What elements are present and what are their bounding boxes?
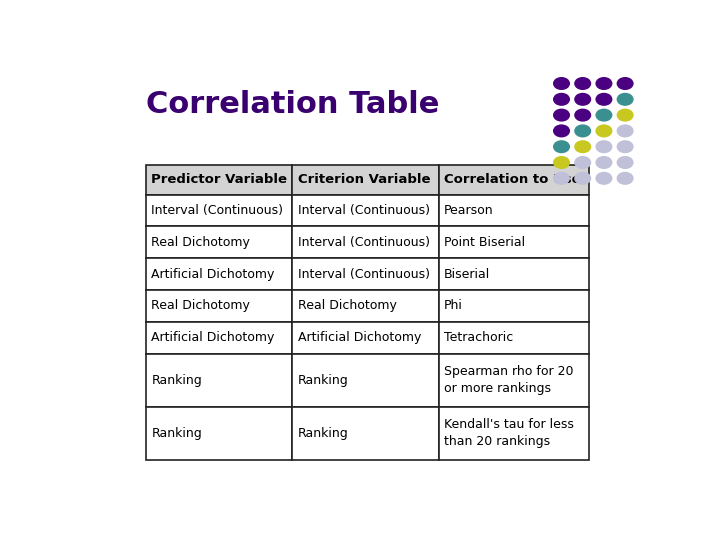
- Circle shape: [554, 93, 570, 105]
- Bar: [438, 407, 590, 460]
- Circle shape: [554, 157, 570, 168]
- Circle shape: [596, 93, 612, 105]
- Circle shape: [596, 109, 612, 121]
- Bar: [145, 194, 292, 226]
- Text: Real Dichotomy: Real Dichotomy: [151, 236, 251, 249]
- Bar: [438, 165, 590, 194]
- Bar: [145, 258, 292, 290]
- Text: Real Dichotomy: Real Dichotomy: [151, 300, 251, 313]
- Circle shape: [596, 125, 612, 137]
- Bar: [438, 290, 590, 322]
- Text: Ranking: Ranking: [151, 374, 202, 387]
- Text: Kendall's tau for less
than 20 rankings: Kendall's tau for less than 20 rankings: [444, 418, 574, 448]
- Circle shape: [617, 172, 633, 184]
- Text: Correlation to Use: Correlation to Use: [444, 173, 581, 186]
- Circle shape: [617, 157, 633, 168]
- Circle shape: [575, 125, 590, 137]
- Bar: [438, 226, 590, 258]
- Bar: [292, 290, 438, 322]
- Circle shape: [575, 93, 590, 105]
- Circle shape: [596, 78, 612, 89]
- Circle shape: [554, 109, 570, 121]
- Bar: [438, 258, 590, 290]
- Circle shape: [617, 78, 633, 89]
- Bar: [145, 407, 292, 460]
- Text: Ranking: Ranking: [151, 427, 202, 440]
- Circle shape: [554, 172, 570, 184]
- Text: Biserial: Biserial: [444, 268, 490, 281]
- Circle shape: [617, 125, 633, 137]
- Circle shape: [575, 157, 590, 168]
- Text: Artificial Dichotomy: Artificial Dichotomy: [298, 331, 421, 345]
- Circle shape: [617, 141, 633, 152]
- Text: Interval (Continuous): Interval (Continuous): [298, 204, 430, 217]
- Bar: [145, 290, 292, 322]
- Circle shape: [596, 141, 612, 152]
- Circle shape: [575, 109, 590, 121]
- Text: Ranking: Ranking: [298, 374, 348, 387]
- Text: Predictor Variable: Predictor Variable: [151, 173, 287, 186]
- Text: Pearson: Pearson: [444, 204, 494, 217]
- Circle shape: [596, 157, 612, 168]
- Text: Ranking: Ranking: [298, 427, 348, 440]
- Bar: [292, 226, 438, 258]
- Bar: [292, 258, 438, 290]
- Bar: [145, 226, 292, 258]
- Text: Interval (Continuous): Interval (Continuous): [298, 268, 430, 281]
- Circle shape: [575, 141, 590, 152]
- Bar: [292, 354, 438, 407]
- Circle shape: [554, 78, 570, 89]
- Text: Interval (Continuous): Interval (Continuous): [151, 204, 284, 217]
- Circle shape: [575, 78, 590, 89]
- Text: Artificial Dichotomy: Artificial Dichotomy: [151, 331, 275, 345]
- Text: Point Biserial: Point Biserial: [444, 236, 526, 249]
- Text: Interval (Continuous): Interval (Continuous): [298, 236, 430, 249]
- Bar: [145, 322, 292, 354]
- Text: Phi: Phi: [444, 300, 463, 313]
- Bar: [438, 322, 590, 354]
- Circle shape: [554, 125, 570, 137]
- Text: Tetrachoric: Tetrachoric: [444, 331, 513, 345]
- Bar: [292, 194, 438, 226]
- Bar: [438, 354, 590, 407]
- Text: Real Dichotomy: Real Dichotomy: [298, 300, 397, 313]
- Bar: [292, 407, 438, 460]
- Circle shape: [575, 172, 590, 184]
- Circle shape: [554, 141, 570, 152]
- Circle shape: [596, 172, 612, 184]
- Bar: [145, 354, 292, 407]
- Text: Artificial Dichotomy: Artificial Dichotomy: [151, 268, 275, 281]
- Bar: [438, 194, 590, 226]
- Bar: [292, 322, 438, 354]
- Text: Criterion Variable: Criterion Variable: [298, 173, 431, 186]
- Bar: [292, 165, 438, 194]
- Circle shape: [617, 93, 633, 105]
- Bar: [145, 165, 292, 194]
- Circle shape: [617, 109, 633, 121]
- Text: Correlation Table: Correlation Table: [145, 90, 439, 119]
- Text: Spearman rho for 20
or more rankings: Spearman rho for 20 or more rankings: [444, 365, 574, 395]
